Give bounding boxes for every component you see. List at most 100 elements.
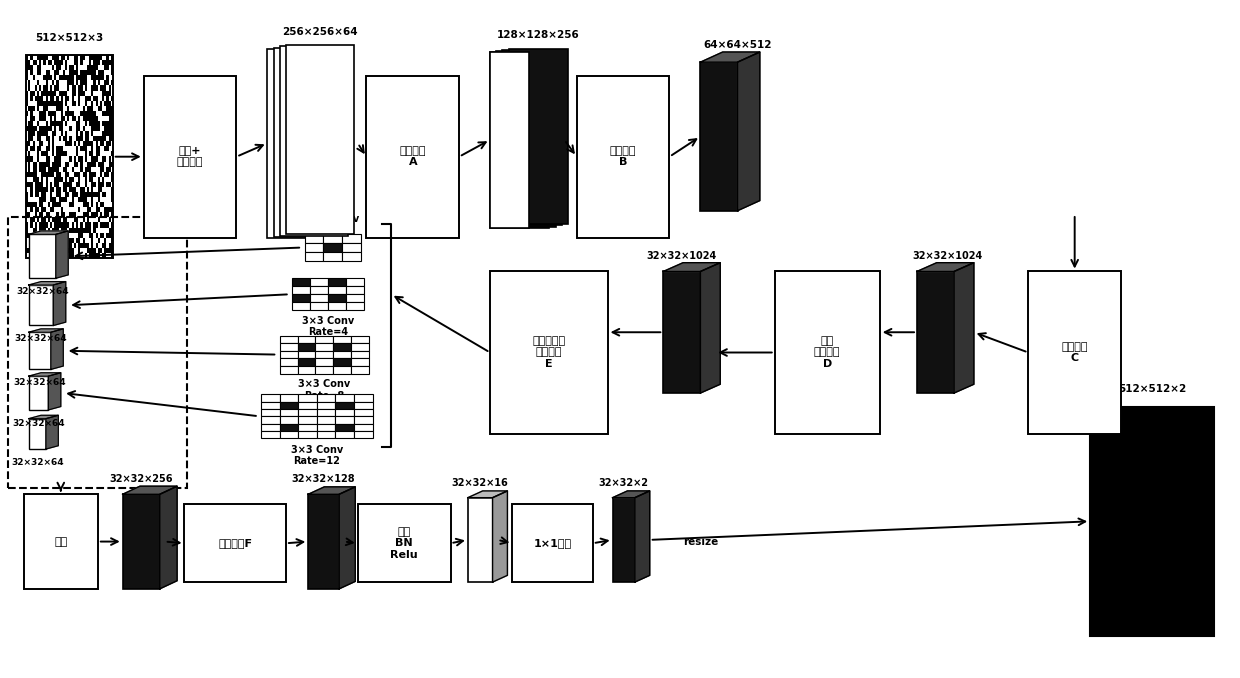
Bar bbox=[701, 62, 738, 211]
Bar bbox=[262, 431, 280, 438]
Bar bbox=[280, 351, 298, 359]
Polygon shape bbox=[53, 281, 66, 325]
Bar bbox=[262, 424, 280, 431]
Bar bbox=[280, 359, 298, 366]
Bar bbox=[29, 332, 51, 370]
Bar bbox=[512, 504, 593, 582]
Bar bbox=[310, 278, 329, 286]
Polygon shape bbox=[954, 262, 973, 393]
Bar bbox=[329, 294, 346, 302]
Bar bbox=[309, 494, 340, 589]
Bar bbox=[342, 243, 361, 252]
Text: 残差模块
B: 残差模块 B bbox=[610, 146, 636, 167]
Bar bbox=[336, 424, 353, 431]
Polygon shape bbox=[29, 416, 58, 419]
Bar bbox=[293, 302, 310, 311]
Text: 256×256×64: 256×256×64 bbox=[283, 26, 358, 37]
Bar bbox=[317, 401, 336, 409]
Bar bbox=[24, 494, 98, 589]
Bar bbox=[298, 359, 315, 366]
Bar bbox=[577, 76, 670, 238]
Bar bbox=[29, 235, 56, 278]
Text: 32×32×128: 32×32×128 bbox=[291, 474, 356, 484]
Bar bbox=[346, 278, 363, 286]
Bar bbox=[262, 416, 280, 424]
Bar bbox=[490, 271, 608, 433]
Bar bbox=[346, 286, 363, 294]
Bar bbox=[346, 302, 363, 311]
Bar bbox=[317, 409, 336, 416]
Polygon shape bbox=[29, 231, 68, 235]
Polygon shape bbox=[701, 52, 760, 62]
Text: 128×128×256: 128×128×256 bbox=[497, 30, 580, 40]
Bar bbox=[324, 252, 342, 261]
Bar bbox=[351, 359, 368, 366]
Bar bbox=[502, 50, 562, 225]
Bar bbox=[310, 302, 329, 311]
Bar bbox=[299, 416, 317, 424]
Bar bbox=[280, 366, 298, 374]
Text: 1×1卷积: 1×1卷积 bbox=[533, 538, 572, 549]
Bar bbox=[334, 343, 351, 351]
Text: 32×32×64: 32×32×64 bbox=[15, 334, 67, 343]
Bar bbox=[490, 52, 528, 228]
Bar bbox=[315, 336, 334, 343]
Bar bbox=[262, 395, 280, 401]
Text: 512×512×2: 512×512×2 bbox=[1118, 384, 1187, 395]
Bar bbox=[293, 286, 310, 294]
Polygon shape bbox=[160, 486, 177, 589]
Polygon shape bbox=[48, 373, 61, 410]
Text: 1×1 Conv: 1×1 Conv bbox=[306, 214, 360, 224]
Text: 32×32×2: 32×32×2 bbox=[599, 477, 649, 487]
Bar bbox=[280, 409, 299, 416]
Bar bbox=[916, 271, 954, 393]
Bar bbox=[317, 431, 336, 438]
Bar bbox=[1028, 271, 1121, 433]
Polygon shape bbox=[340, 487, 355, 589]
Bar bbox=[29, 419, 46, 449]
Text: 32×32×256: 32×32×256 bbox=[109, 474, 172, 484]
Bar bbox=[317, 424, 336, 431]
Bar bbox=[315, 366, 334, 374]
Bar bbox=[262, 409, 280, 416]
Bar bbox=[613, 498, 635, 582]
Text: 残差模块F: 残差模块F bbox=[218, 538, 252, 549]
Bar bbox=[1090, 407, 1214, 636]
Bar bbox=[144, 76, 237, 238]
Bar bbox=[305, 252, 324, 261]
Bar bbox=[280, 431, 299, 438]
Text: 3×3 Conv
Rate=8: 3×3 Conv Rate=8 bbox=[298, 379, 351, 401]
Bar bbox=[29, 285, 53, 325]
Polygon shape bbox=[46, 416, 58, 449]
Polygon shape bbox=[29, 281, 66, 285]
Polygon shape bbox=[635, 491, 650, 582]
Text: 32×32×64: 32×32×64 bbox=[16, 287, 68, 296]
Bar bbox=[298, 343, 315, 351]
Bar bbox=[342, 235, 361, 243]
Bar bbox=[26, 56, 113, 258]
Bar bbox=[336, 416, 353, 424]
Bar bbox=[315, 351, 334, 359]
Bar bbox=[293, 294, 310, 302]
Bar bbox=[280, 395, 299, 401]
Bar bbox=[342, 252, 361, 261]
Bar bbox=[315, 343, 334, 351]
Bar bbox=[334, 366, 351, 374]
Bar bbox=[467, 498, 492, 582]
Bar bbox=[299, 431, 317, 438]
Polygon shape bbox=[467, 491, 507, 498]
Text: 32×32×1024: 32×32×1024 bbox=[913, 252, 983, 261]
Bar bbox=[280, 343, 298, 351]
Polygon shape bbox=[51, 329, 63, 370]
Bar bbox=[262, 401, 280, 409]
Polygon shape bbox=[309, 487, 355, 494]
Bar bbox=[663, 271, 701, 393]
Bar bbox=[334, 359, 351, 366]
Bar bbox=[185, 504, 286, 582]
Bar bbox=[353, 424, 372, 431]
Bar bbox=[324, 243, 342, 252]
Bar bbox=[299, 401, 317, 409]
Text: resize: resize bbox=[683, 536, 718, 546]
Bar bbox=[299, 424, 317, 431]
Bar bbox=[508, 49, 568, 224]
